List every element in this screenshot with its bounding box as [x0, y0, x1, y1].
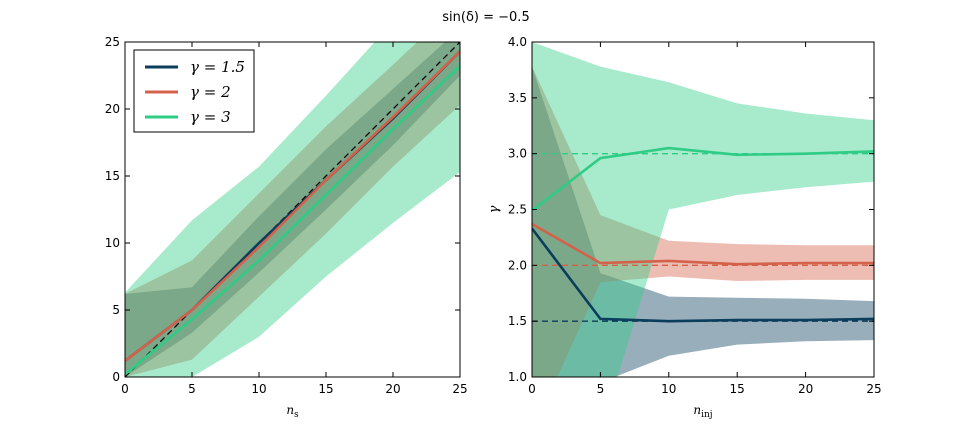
x-tick-label: 5 — [188, 382, 196, 396]
y-tick-label: 2.5 — [508, 203, 527, 217]
y-tick-label: 20 — [105, 102, 120, 116]
series-line-3 — [125, 65, 460, 376]
plot-area — [125, 42, 460, 377]
figure-title: sin(δ) = −0.5 — [442, 10, 529, 25]
x-axis-label-main: n — [286, 403, 294, 417]
y-tick-label: 2.0 — [508, 258, 527, 272]
series-line-2 — [532, 222, 874, 266]
x-tick-label: 0 — [528, 382, 536, 396]
band-1 — [532, 66, 874, 377]
axes-frame — [124, 41, 461, 378]
y-tick-label: 5 — [112, 303, 120, 317]
x-axis-label-sub: inj — [701, 410, 712, 420]
x-tick-label: 15 — [318, 382, 333, 396]
left-panel: 0 5 10 15 20 25 0 5 10 15 20 25 ns — [105, 35, 468, 420]
legend: γ = 1.5 γ = 2 γ = 3 — [133, 49, 255, 133]
y-tick-label: 3.5 — [508, 91, 527, 105]
legend-label-2: γ = 2 — [190, 83, 231, 101]
y-tick-label: 4.0 — [508, 35, 527, 49]
x-tick-label: 5 — [597, 382, 605, 396]
y-axis-label: γ — [487, 205, 502, 213]
y-tick-label: 0 — [112, 370, 120, 384]
band-3 — [532, 42, 874, 377]
y-tick-label: 1.0 — [508, 370, 527, 384]
x-axis-label: ninj — [693, 403, 712, 420]
legend-label-3: γ = 3 — [190, 108, 231, 126]
x-tick-label: 25 — [866, 382, 881, 396]
y-tick-label: 3.0 — [508, 147, 527, 161]
x-axis-label: ns — [286, 403, 299, 420]
y-tick-label: 15 — [105, 169, 120, 183]
x-tick-label: 25 — [452, 382, 467, 396]
plot-area — [532, 42, 874, 377]
series-line-2 — [125, 50, 460, 362]
x-tick-label: 10 — [661, 382, 676, 396]
identity-reference-line — [125, 42, 460, 377]
x-tick-label: 0 — [121, 382, 129, 396]
y-tick-label: 1.5 — [508, 314, 527, 328]
series-line-1 — [532, 227, 874, 323]
y-tick-label: 10 — [105, 236, 120, 250]
band-2 — [532, 66, 874, 377]
x-axis-label-main: n — [693, 403, 701, 417]
x-axis-label-sub: s — [294, 410, 299, 420]
legend-label-1: γ = 1.5 — [190, 58, 245, 76]
x-tick-label: 10 — [251, 382, 266, 396]
right-panel: 0 5 10 15 20 25 1.0 1.5 2.0 2.5 3.0 3.5 4.0 ninj γ — [487, 35, 882, 420]
x-tick-label: 15 — [730, 382, 745, 396]
x-tick-label: 20 — [798, 382, 813, 396]
x-tick-label: 20 — [385, 382, 400, 396]
series-line-3 — [532, 146, 874, 212]
y-tick-label: 25 — [105, 35, 120, 49]
